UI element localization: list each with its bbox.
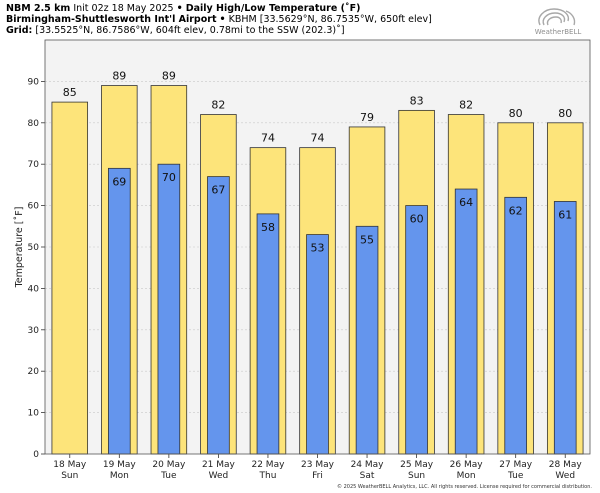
y-tick-label: 0 [33, 450, 39, 460]
y-tick-label: 30 [28, 326, 40, 336]
low-temp-label: 55 [360, 233, 374, 246]
low-temp-bar [553, 201, 577, 455]
low-temp-label: 53 [311, 242, 325, 255]
y-tick-label: 90 [28, 77, 40, 87]
title-bullet: • [176, 3, 183, 14]
high-temp-label: 89 [162, 70, 176, 83]
y-axis-label: Temperature [˚F] [14, 207, 25, 289]
high-temp-label: 80 [558, 107, 572, 120]
grid-line: Grid: [33.5525°N, 86.7586°W, 604ft elev,… [6, 25, 345, 36]
x-tick-date: 25 May [400, 460, 434, 470]
x-tick-date: 20 May [152, 460, 186, 470]
high-temp-label: 82 [211, 99, 225, 112]
low-temp-label: 70 [162, 171, 176, 184]
bars [51, 85, 584, 455]
low-temp-bar [504, 196, 527, 455]
low-temp-label: 58 [261, 221, 275, 234]
y-tick-label: 80 [28, 119, 40, 129]
x-tick-date: 23 May [301, 460, 335, 470]
low-temp-bar [256, 213, 280, 455]
plot-frame [44, 39, 591, 455]
init-time: Init 02z 18 May 2025 [73, 3, 174, 14]
high-temp-label: 83 [410, 94, 424, 107]
high-temp-bar [51, 101, 89, 455]
low-temp-label: 64 [459, 196, 473, 209]
y-tick-label: 60 [28, 202, 40, 212]
station-info: KBHM [33.5629°N, 86.7535°W, 650ft elev] [228, 14, 432, 25]
station-bullet: • [219, 14, 226, 25]
x-tick-weekday: Fri [312, 471, 323, 481]
high-temp-label: 85 [63, 86, 77, 99]
grid-label: Grid: [6, 25, 33, 36]
low-temp-label: 62 [509, 204, 523, 217]
x-tick-weekday: Tue [507, 471, 524, 481]
high-temp-label: 79 [360, 111, 374, 124]
weatherbell-logo: WeatherBELL [535, 8, 582, 36]
x-tick-weekday: Sun [61, 471, 78, 481]
high-temp-label: 74 [311, 132, 325, 145]
y-axis: 0 10 20 30 40 50 60 70 80 90 [28, 77, 45, 460]
x-tick-date: 26 May [450, 460, 484, 470]
low-temp-bar [306, 234, 329, 455]
high-temp-label: 74 [261, 132, 275, 145]
x-tick-date: 18 May [53, 460, 87, 470]
x-tick-weekday: Sat [360, 471, 375, 481]
high-temp-label: 82 [459, 99, 473, 112]
station-name: Birmingham-Shuttlesworth Int'l Airport [6, 14, 217, 25]
high-temp-label: 80 [509, 107, 523, 120]
model-name: NBM 2.5 km [6, 3, 71, 14]
x-tick-date: 27 May [499, 460, 533, 470]
x-tick-date: 19 May [103, 460, 137, 470]
copyright-notice: © 2025 WeatherBELL Analytics, LLC. All r… [337, 484, 592, 490]
y-tick-label: 40 [28, 284, 40, 294]
x-tick-date: 22 May [251, 460, 285, 470]
x-tick-weekday: Mon [110, 471, 129, 481]
x-tick-weekday: Wed [555, 471, 575, 481]
y-tick-label: 70 [28, 160, 40, 170]
x-tick-weekday: Thu [259, 471, 277, 481]
station-line: Birmingham-Shuttlesworth Int'l Airport •… [6, 14, 432, 25]
value-labels: 85 89 69 89 70 82 67 74 58 74 53 79 55 83 60 82 64 80 62 80… [63, 70, 572, 255]
x-tick-date: 24 May [351, 460, 385, 470]
chart-title-line: NBM 2.5 km Init 02z 18 May 2025 • Daily … [6, 3, 361, 14]
y-tick-label: 20 [28, 367, 40, 377]
low-temp-bar [454, 188, 478, 455]
chart-title: Daily High/Low Temperature (˚F) [185, 3, 361, 14]
x-tick-weekday: Wed [209, 471, 229, 481]
low-temp-bar [405, 205, 428, 455]
low-temp-bar [355, 225, 379, 455]
low-temp-label: 61 [558, 208, 572, 221]
x-tick-date: 21 May [202, 460, 236, 470]
x-tick-weekday: Tue [160, 471, 177, 481]
y-tick-label: 50 [28, 243, 40, 253]
logo-text: WeatherBELL [535, 28, 582, 36]
low-temp-label: 60 [410, 213, 424, 226]
low-temp-bar [207, 176, 230, 455]
y-tick-label: 10 [28, 409, 40, 419]
x-tick-weekday: Sun [408, 471, 425, 481]
high-temp-label: 89 [112, 70, 126, 83]
x-tick-weekday: Mon [457, 471, 476, 481]
low-temp-label: 67 [211, 184, 225, 197]
x-tick-date: 28 May [549, 460, 583, 470]
low-temp-bar [108, 167, 131, 455]
low-temp-label: 69 [112, 175, 126, 188]
grid-info: [33.5525°N, 86.7586°W, 604ft elev, 0.78m… [35, 25, 345, 36]
low-temp-bar [157, 163, 181, 455]
